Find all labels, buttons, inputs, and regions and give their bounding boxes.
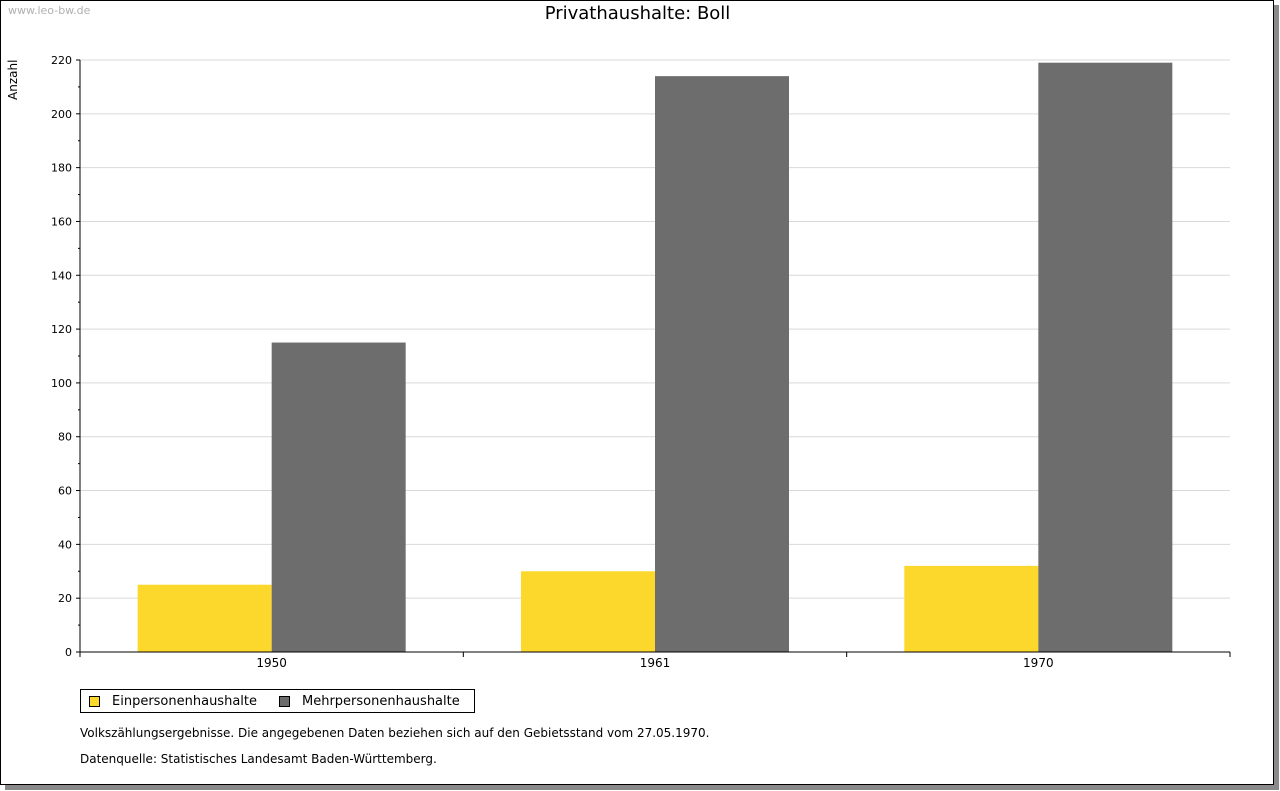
x-tick-label: 1970: [1023, 656, 1054, 670]
note-source: Datenquelle: Statistisches Landesamt Bad…: [80, 752, 437, 766]
y-tick-label: 80: [58, 431, 72, 444]
x-tick-label: 1961: [640, 656, 671, 670]
x-tick-label: 1950: [256, 656, 287, 670]
bar-einpersonen: [904, 565, 1039, 652]
y-tick-label: 180: [51, 162, 72, 175]
y-tick-label: 220: [51, 54, 72, 67]
bar-einpersonen: [521, 571, 655, 652]
y-tick-label: 160: [51, 215, 72, 228]
legend-item-mehrpersonen: Mehrpersonenhaushalte: [279, 694, 460, 709]
y-tick-label: 200: [51, 108, 72, 121]
bar-mehrpersonen: [271, 342, 406, 652]
y-tick-label: 100: [51, 377, 72, 390]
y-tick-label: 0: [65, 646, 72, 659]
y-tick-label: 120: [51, 323, 72, 336]
note-census: Volkszählungsergebnisse. Die angegebenen…: [80, 726, 710, 740]
legend-label-einpersonen: Einpersonenhaushalte: [112, 693, 257, 709]
bar-einpersonen: [137, 584, 272, 652]
y-tick-label: 60: [58, 485, 72, 498]
bar-mehrpersonen: [1038, 62, 1173, 652]
legend-item-einpersonen: Einpersonenhaushalte: [89, 694, 257, 709]
y-tick-label: 40: [58, 538, 72, 551]
legend-swatch-mehrpersonen: [279, 695, 290, 707]
bar-mehrpersonen: [655, 76, 789, 653]
bar-chart: 0 20 40 60 80 100 120 140 160 180 200 220 1950 1961 19…: [51, 54, 1231, 670]
legend: Einpersonenhaushalte Mehrpersonenhaushal…: [80, 689, 475, 713]
legend-swatch-einpersonen: [89, 695, 100, 707]
legend-label-mehrpersonen: Mehrpersonenhaushalte: [302, 693, 460, 709]
y-tick-label: 140: [51, 269, 72, 282]
chart-title: Privathaushalte: Boll: [544, 3, 731, 24]
y-tick-label: 20: [58, 592, 72, 605]
watermark: www.leo-bw.de: [8, 4, 91, 17]
